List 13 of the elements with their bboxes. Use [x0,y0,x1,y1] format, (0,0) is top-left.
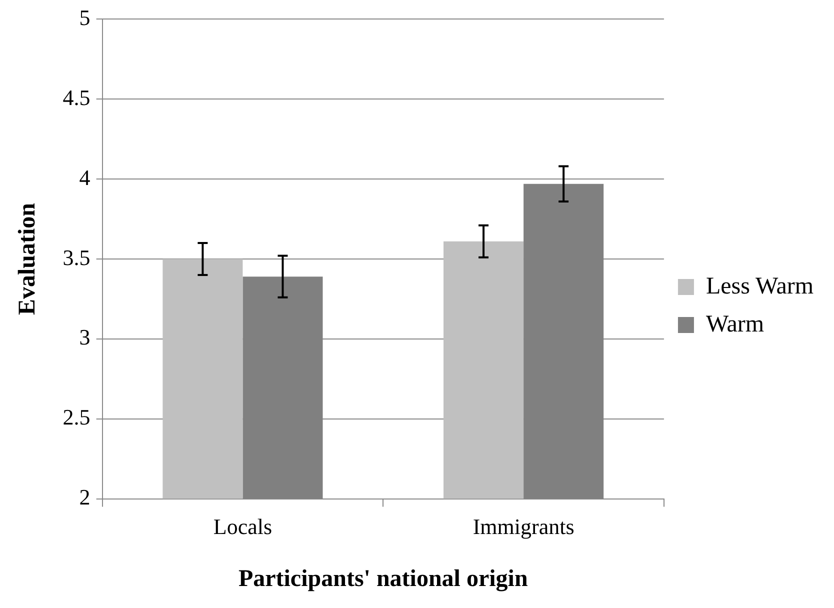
y-tick-label: 2 [79,484,90,510]
y-tick-label: 3 [79,324,90,350]
y-tick-label: 4 [79,164,90,190]
y-axis-title: Evaluation [14,202,41,316]
y-tick-label: 4.5 [62,84,90,110]
legend-label: Warm [706,311,764,338]
y-tick-label: 2.5 [62,404,90,430]
x-tick-label: Immigrants [472,514,574,539]
legend-label: Less Warm [706,273,814,300]
y-tick-label: 5 [79,4,90,30]
x-tick-label: Locals [213,514,272,539]
y-tick-label: 3.5 [62,244,90,270]
x-axis-title: Participants' national origin [238,566,528,592]
